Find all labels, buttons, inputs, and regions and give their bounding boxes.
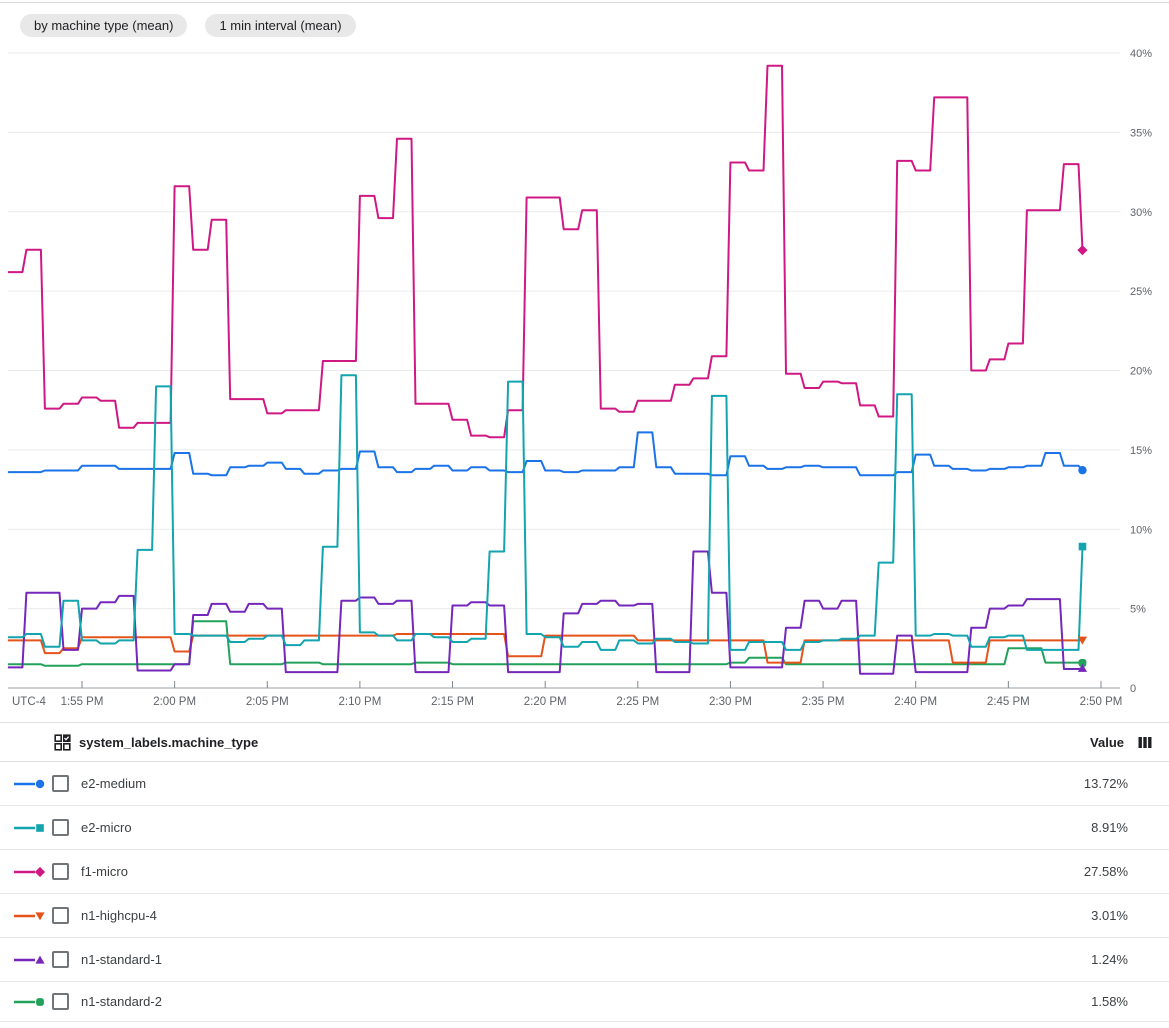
group-by-chip[interactable]: by machine type (mean) bbox=[20, 14, 188, 37]
y-axis-tick-label: 5% bbox=[1130, 604, 1146, 616]
columns-icon[interactable] bbox=[1138, 736, 1152, 749]
legend-rows: e2-medium 13.72% e2-micro 8.91% f1-micro… bbox=[0, 762, 1169, 1022]
legend-table-header: system_labels.machine_type Value bbox=[0, 723, 1169, 762]
x-axis-tick-label: 2:30 PM bbox=[709, 696, 752, 708]
y-axis-tick-label: 40% bbox=[1130, 48, 1152, 60]
legend-row[interactable]: e2-micro 8.91% bbox=[0, 806, 1169, 850]
legend-row[interactable]: e2-medium 13.72% bbox=[0, 762, 1169, 806]
x-axis-tick-label: 2:20 PM bbox=[524, 696, 567, 708]
series-marker-icon bbox=[14, 823, 44, 832]
legend-table: system_labels.machine_type Value e2-medi… bbox=[0, 722, 1169, 1022]
series-end-marker bbox=[35, 911, 45, 920]
y-axis-tick-label: 15% bbox=[1130, 445, 1152, 457]
x-axis-tick-label: 2:35 PM bbox=[802, 696, 845, 708]
y-axis-tick-label: 10% bbox=[1130, 524, 1152, 536]
series-line-n1-standard-1 bbox=[7, 550, 1083, 675]
legend-row[interactable]: f1-micro 27.58% bbox=[0, 850, 1169, 894]
series-checkbox[interactable] bbox=[52, 775, 69, 792]
legend-row[interactable]: n1-highcpu-4 3.01% bbox=[0, 894, 1169, 938]
series-end-marker bbox=[34, 866, 46, 877]
series-end-marker bbox=[1078, 659, 1087, 667]
series-line-e2-micro bbox=[7, 374, 1084, 651]
x-axis-tick-label: 2:45 PM bbox=[987, 696, 1030, 708]
series-end-marker bbox=[36, 997, 44, 1006]
legend-key-column-header: system_labels.machine_type bbox=[79, 734, 259, 750]
y-axis-tick-label: 25% bbox=[1130, 286, 1152, 298]
series-end-marker bbox=[1078, 542, 1087, 551]
x-axis-tick-label: 2:50 PM bbox=[1080, 696, 1123, 708]
series-checkbox[interactable] bbox=[52, 993, 69, 1010]
series-end-marker bbox=[1078, 465, 1087, 475]
x-axis-tick-label: 2:05 PM bbox=[246, 696, 289, 708]
timezone-label: UTC-4 bbox=[12, 696, 46, 708]
series-line-n1-highcpu-4 bbox=[7, 633, 1083, 664]
x-axis-tick-label: 2:15 PM bbox=[431, 696, 474, 708]
panel-top-divider bbox=[0, 2, 1169, 3]
series-line-f1-micro bbox=[7, 64, 1084, 439]
series-marker-icon bbox=[14, 779, 45, 788]
series-marker-icon bbox=[14, 955, 45, 964]
x-axis-tick-label: 2:00 PM bbox=[153, 696, 196, 708]
series-label: n1-standard-2 bbox=[81, 994, 162, 1009]
series-end-marker bbox=[35, 779, 45, 788]
x-axis-tick-label: 2:40 PM bbox=[894, 696, 937, 708]
series-value: 8.91% bbox=[1091, 820, 1128, 835]
series-end-marker bbox=[35, 955, 45, 964]
y-axis-tick-label: 20% bbox=[1130, 366, 1152, 378]
series-label: n1-standard-1 bbox=[81, 952, 162, 967]
x-axis-tick-label: 1:55 PM bbox=[61, 696, 104, 708]
y-axis-tick-label: 0 bbox=[1130, 683, 1136, 695]
aggregation-chips: by machine type (mean) 1 min interval (m… bbox=[20, 14, 356, 37]
series-value: 3.01% bbox=[1091, 908, 1128, 923]
y-axis-tick-label: 30% bbox=[1130, 207, 1152, 219]
series-line-e2-medium bbox=[7, 431, 1084, 477]
series-value: 1.58% bbox=[1091, 994, 1128, 1009]
series-end-marker bbox=[1077, 663, 1088, 672]
series-value: 27.58% bbox=[1083, 864, 1128, 879]
legend-row[interactable]: n1-standard-1 1.24% bbox=[0, 938, 1169, 982]
timeseries-chart[interactable]: 0 5% 10% 15% 20% 25% 30% 35% 40% 1:55 PM 2:00 PM 2:… bbox=[0, 0, 1169, 714]
alignment-chip[interactable]: 1 min interval (mean) bbox=[205, 14, 356, 37]
series-checkbox[interactable] bbox=[52, 951, 69, 968]
series-label: e2-micro bbox=[81, 820, 132, 835]
legend-row[interactable]: n1-standard-2 1.58% bbox=[0, 982, 1169, 1022]
series-end-marker bbox=[1077, 245, 1088, 256]
series-checkbox[interactable] bbox=[52, 863, 69, 880]
series-marker-icon bbox=[14, 866, 46, 877]
y-axis-tick-label: 35% bbox=[1130, 127, 1152, 139]
series-marker-icon bbox=[14, 911, 45, 920]
legend-value-column-header: Value bbox=[1090, 734, 1124, 750]
series-line-n1-standard-2 bbox=[7, 620, 1083, 667]
x-axis-tick-label: 2:25 PM bbox=[616, 696, 659, 708]
series-label: f1-micro bbox=[81, 864, 128, 879]
series-label: n1-highcpu-4 bbox=[81, 908, 157, 923]
select-all-series-icon[interactable] bbox=[54, 733, 71, 751]
x-axis-tick-label: 2:10 PM bbox=[338, 696, 381, 708]
series-marker-icon bbox=[14, 997, 44, 1006]
series-checkbox[interactable] bbox=[52, 819, 69, 836]
series-label: e2-medium bbox=[81, 776, 147, 791]
series-end-marker bbox=[1077, 636, 1088, 645]
series-value: 13.72% bbox=[1083, 776, 1128, 791]
series-checkbox[interactable] bbox=[52, 907, 69, 924]
series-value: 1.24% bbox=[1091, 952, 1128, 967]
series-end-marker bbox=[36, 823, 44, 832]
